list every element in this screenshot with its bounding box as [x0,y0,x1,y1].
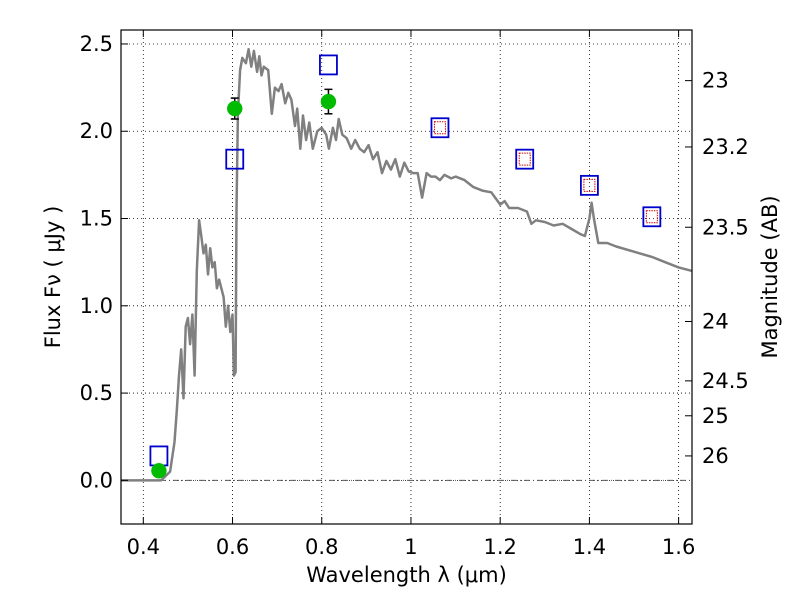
observed-flux-point [151,463,167,479]
observed-flux-point [320,93,337,110]
magnitude-tick-label: 23.5 [702,215,749,239]
photometry-layer [149,54,662,479]
model-photometry-square [430,117,450,139]
x-tick-label: 0.6 [216,535,249,559]
model-photometry-square [515,148,535,170]
magnitude-tick-label: 23 [702,69,729,93]
x-tick-label: 0.4 [127,535,160,559]
y-tick-label: 0.0 [80,468,113,492]
magnitude-tick-label: 23.2 [702,135,749,159]
grid [121,30,692,524]
y-tick-label: 1.0 [80,294,113,318]
x-tick-label: 1 [404,535,417,559]
model-photometry-square [149,445,169,467]
observed-flux-point [227,100,243,117]
right-axis-title: Magnitude (AB) [758,195,782,358]
y-tick-label: 0.5 [80,381,113,405]
synthetic-photometry-square [433,121,446,135]
magnitude-tick-label: 24 [702,310,729,334]
x-tick-label: 0.8 [305,535,338,559]
model-photometry-square [642,206,662,228]
model-spectrum-line [121,47,693,482]
synthetic-photometry-square [518,152,531,166]
synthetic-photometry-square [583,178,596,192]
plot-frame [120,29,693,525]
magnitude-tick-label: 26 [702,444,729,468]
y-tick-label: 1.5 [80,207,113,231]
y-tick-label: 2.0 [80,119,113,143]
model-spectrum-layer [121,47,693,482]
model-photometry-square [579,174,599,196]
magnitude-tick-label: 25 [702,404,729,428]
x-tick-label: 1.4 [573,535,606,559]
y-tick-label: 2.5 [80,32,113,56]
y-axis-title: Flux Fν ( μJy ) [41,206,65,349]
x-tick-label: 1.6 [662,535,695,559]
magnitude-tick-label: 24.5 [702,369,749,393]
synthetic-photometry-square [645,210,658,224]
x-axis-title: Wavelength λ (μm) [306,563,507,587]
ticks: 0.4 0.6 0.8 1 1.2 1.4 1.6 0.0 0.5 1.0 1.5 2.0 2.5 23 2… [80,30,749,559]
model-photometry-square [225,148,245,170]
model-photometry-square [319,54,338,76]
x-tick-label: 1.2 [483,535,516,559]
